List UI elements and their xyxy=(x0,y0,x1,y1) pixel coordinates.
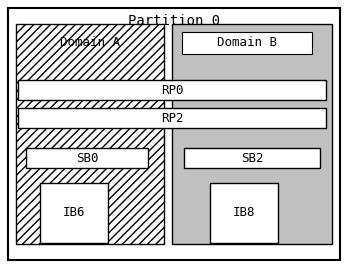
Text: RP0: RP0 xyxy=(161,84,183,96)
Bar xyxy=(18,108,326,128)
Text: Domain B: Domain B xyxy=(217,36,277,50)
Bar xyxy=(40,183,108,243)
Text: Domain A: Domain A xyxy=(60,35,120,49)
Text: SB2: SB2 xyxy=(241,151,263,165)
Bar xyxy=(210,183,278,243)
Bar xyxy=(18,80,326,100)
Bar xyxy=(182,32,312,54)
Text: IB8: IB8 xyxy=(233,207,255,219)
Text: SB0: SB0 xyxy=(76,151,98,165)
Bar xyxy=(184,148,320,168)
Text: RP2: RP2 xyxy=(161,111,183,125)
Bar xyxy=(172,24,332,244)
Bar xyxy=(16,24,164,244)
Bar xyxy=(26,148,148,168)
Text: Partition 0: Partition 0 xyxy=(128,14,220,28)
Text: IB6: IB6 xyxy=(63,207,85,219)
